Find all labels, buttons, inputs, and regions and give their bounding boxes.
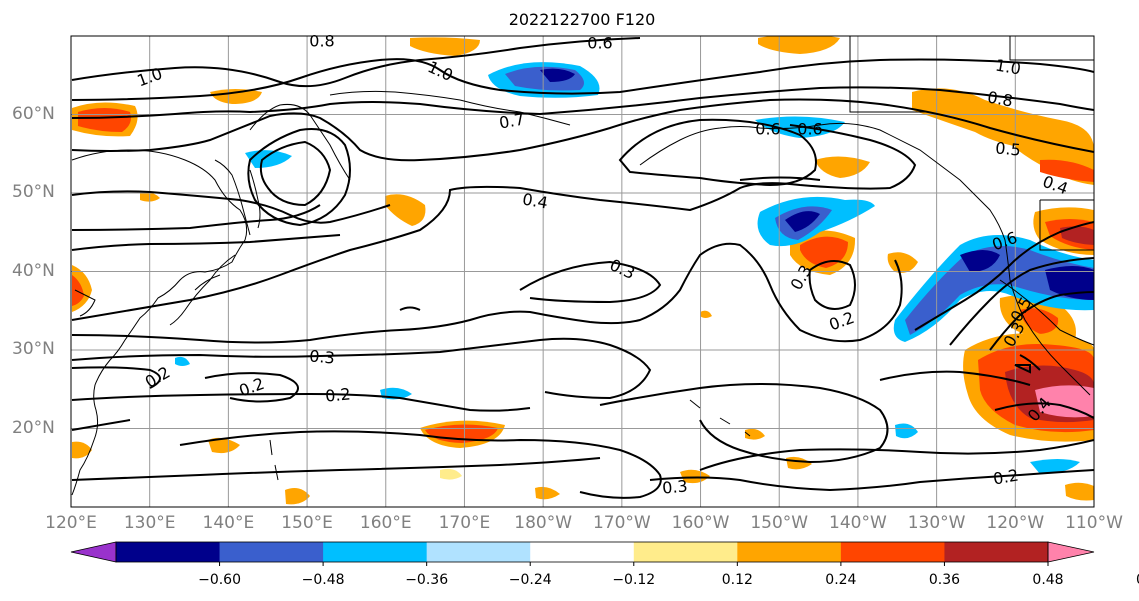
- y-tick-label: 60°N: [12, 103, 55, 124]
- contour-label: 0.6: [797, 120, 822, 139]
- contour-label: 0.6: [587, 34, 612, 53]
- contour-label: 0.2: [826, 308, 856, 335]
- x-tick-label: 120°E: [45, 513, 97, 533]
- contour-label: 0.4: [521, 189, 549, 212]
- lat-lon-gridlines: [71, 36, 1094, 507]
- x-tick-label: 140°E: [202, 513, 255, 533]
- colorbar-segment: [944, 542, 1049, 562]
- colorbar-tick-label: −0.36: [405, 572, 449, 588]
- contour-label: 0.3: [661, 476, 688, 497]
- colorbar-segment: [116, 542, 221, 562]
- contour-label: 1.0: [994, 55, 1022, 78]
- map-title: 2022122700 F120: [508, 10, 656, 29]
- colorbar-tick-label: −0.12: [612, 572, 656, 588]
- x-tick-label: 170°W: [592, 513, 651, 533]
- shading-layer: [72, 36, 1094, 505]
- colorbar-segment: [530, 542, 635, 562]
- contour-label: 0.3: [607, 255, 638, 283]
- x-tick-label: 130°E: [123, 513, 176, 533]
- contour-label: 0.2: [142, 363, 174, 392]
- x-tick-label: 110°W: [1065, 513, 1123, 533]
- colorbar-segment: [426, 542, 531, 562]
- colorbar-segment: [633, 542, 738, 562]
- plot-frame: [70, 35, 1095, 508]
- y-tick-label: 50°N: [12, 182, 55, 202]
- colorbar-tick-label: 0.60: [1136, 572, 1139, 588]
- x-tick-label: 150°E: [281, 513, 333, 533]
- contour-label: 0.8: [986, 87, 1014, 110]
- y-tick-label: 30°N: [12, 339, 55, 359]
- contour-label: 0.8: [309, 32, 334, 51]
- x-tick-label: 170°E: [438, 513, 491, 533]
- colorbar-tick-label: −0.24: [508, 572, 552, 588]
- contour-label: 1.0: [425, 57, 456, 85]
- contour-lines: [71, 37, 1094, 499]
- colorbar-border: [115, 541, 1049, 563]
- contour-label: 0.2: [236, 374, 266, 401]
- colorbar-tick-label: 0.48: [1032, 572, 1064, 588]
- contour-label: 0.6: [755, 120, 780, 139]
- x-tick-label: 180°W: [514, 513, 573, 533]
- colorbar-extend-high: [1047, 541, 1095, 563]
- x-tick-label: 150°W: [750, 513, 809, 533]
- negative-anomaly-shading: [175, 62, 1094, 474]
- contour-label: 0.5: [995, 138, 1022, 159]
- colorbar-segment: [840, 542, 945, 562]
- colorbar-tick-label: −0.60: [198, 572, 241, 588]
- colorbar-tick-label: −0.48: [301, 572, 345, 588]
- contour-label: 1.0: [134, 64, 164, 91]
- colorbar-segment: [323, 542, 428, 562]
- x-tick-label: 130°W: [907, 513, 966, 533]
- x-tick-label: 140°W: [829, 513, 887, 533]
- colorbar-segment: [219, 542, 324, 562]
- x-tick-label: 160°W: [671, 513, 730, 533]
- x-tick-label: 120°W: [986, 513, 1045, 533]
- contour-label: 0.2: [992, 465, 1020, 488]
- colorbar-extend-low: [70, 541, 117, 563]
- y-tick-label: 40°N: [12, 260, 55, 281]
- contour-label: 0.7: [498, 109, 526, 132]
- contour-label: 0.2: [324, 384, 351, 405]
- colorbar-segment: [737, 542, 842, 562]
- y-tick-label: 20°N: [12, 417, 55, 438]
- colorbar-tick-label: 0.24: [825, 572, 857, 588]
- colorbar-tick-label: 0.36: [928, 572, 961, 588]
- contour-label: 0.3: [309, 346, 336, 367]
- colorbar: [70, 541, 1095, 566]
- x-tick-label: 160°E: [359, 513, 412, 533]
- colorbar-tick-label: 0.12: [721, 572, 753, 588]
